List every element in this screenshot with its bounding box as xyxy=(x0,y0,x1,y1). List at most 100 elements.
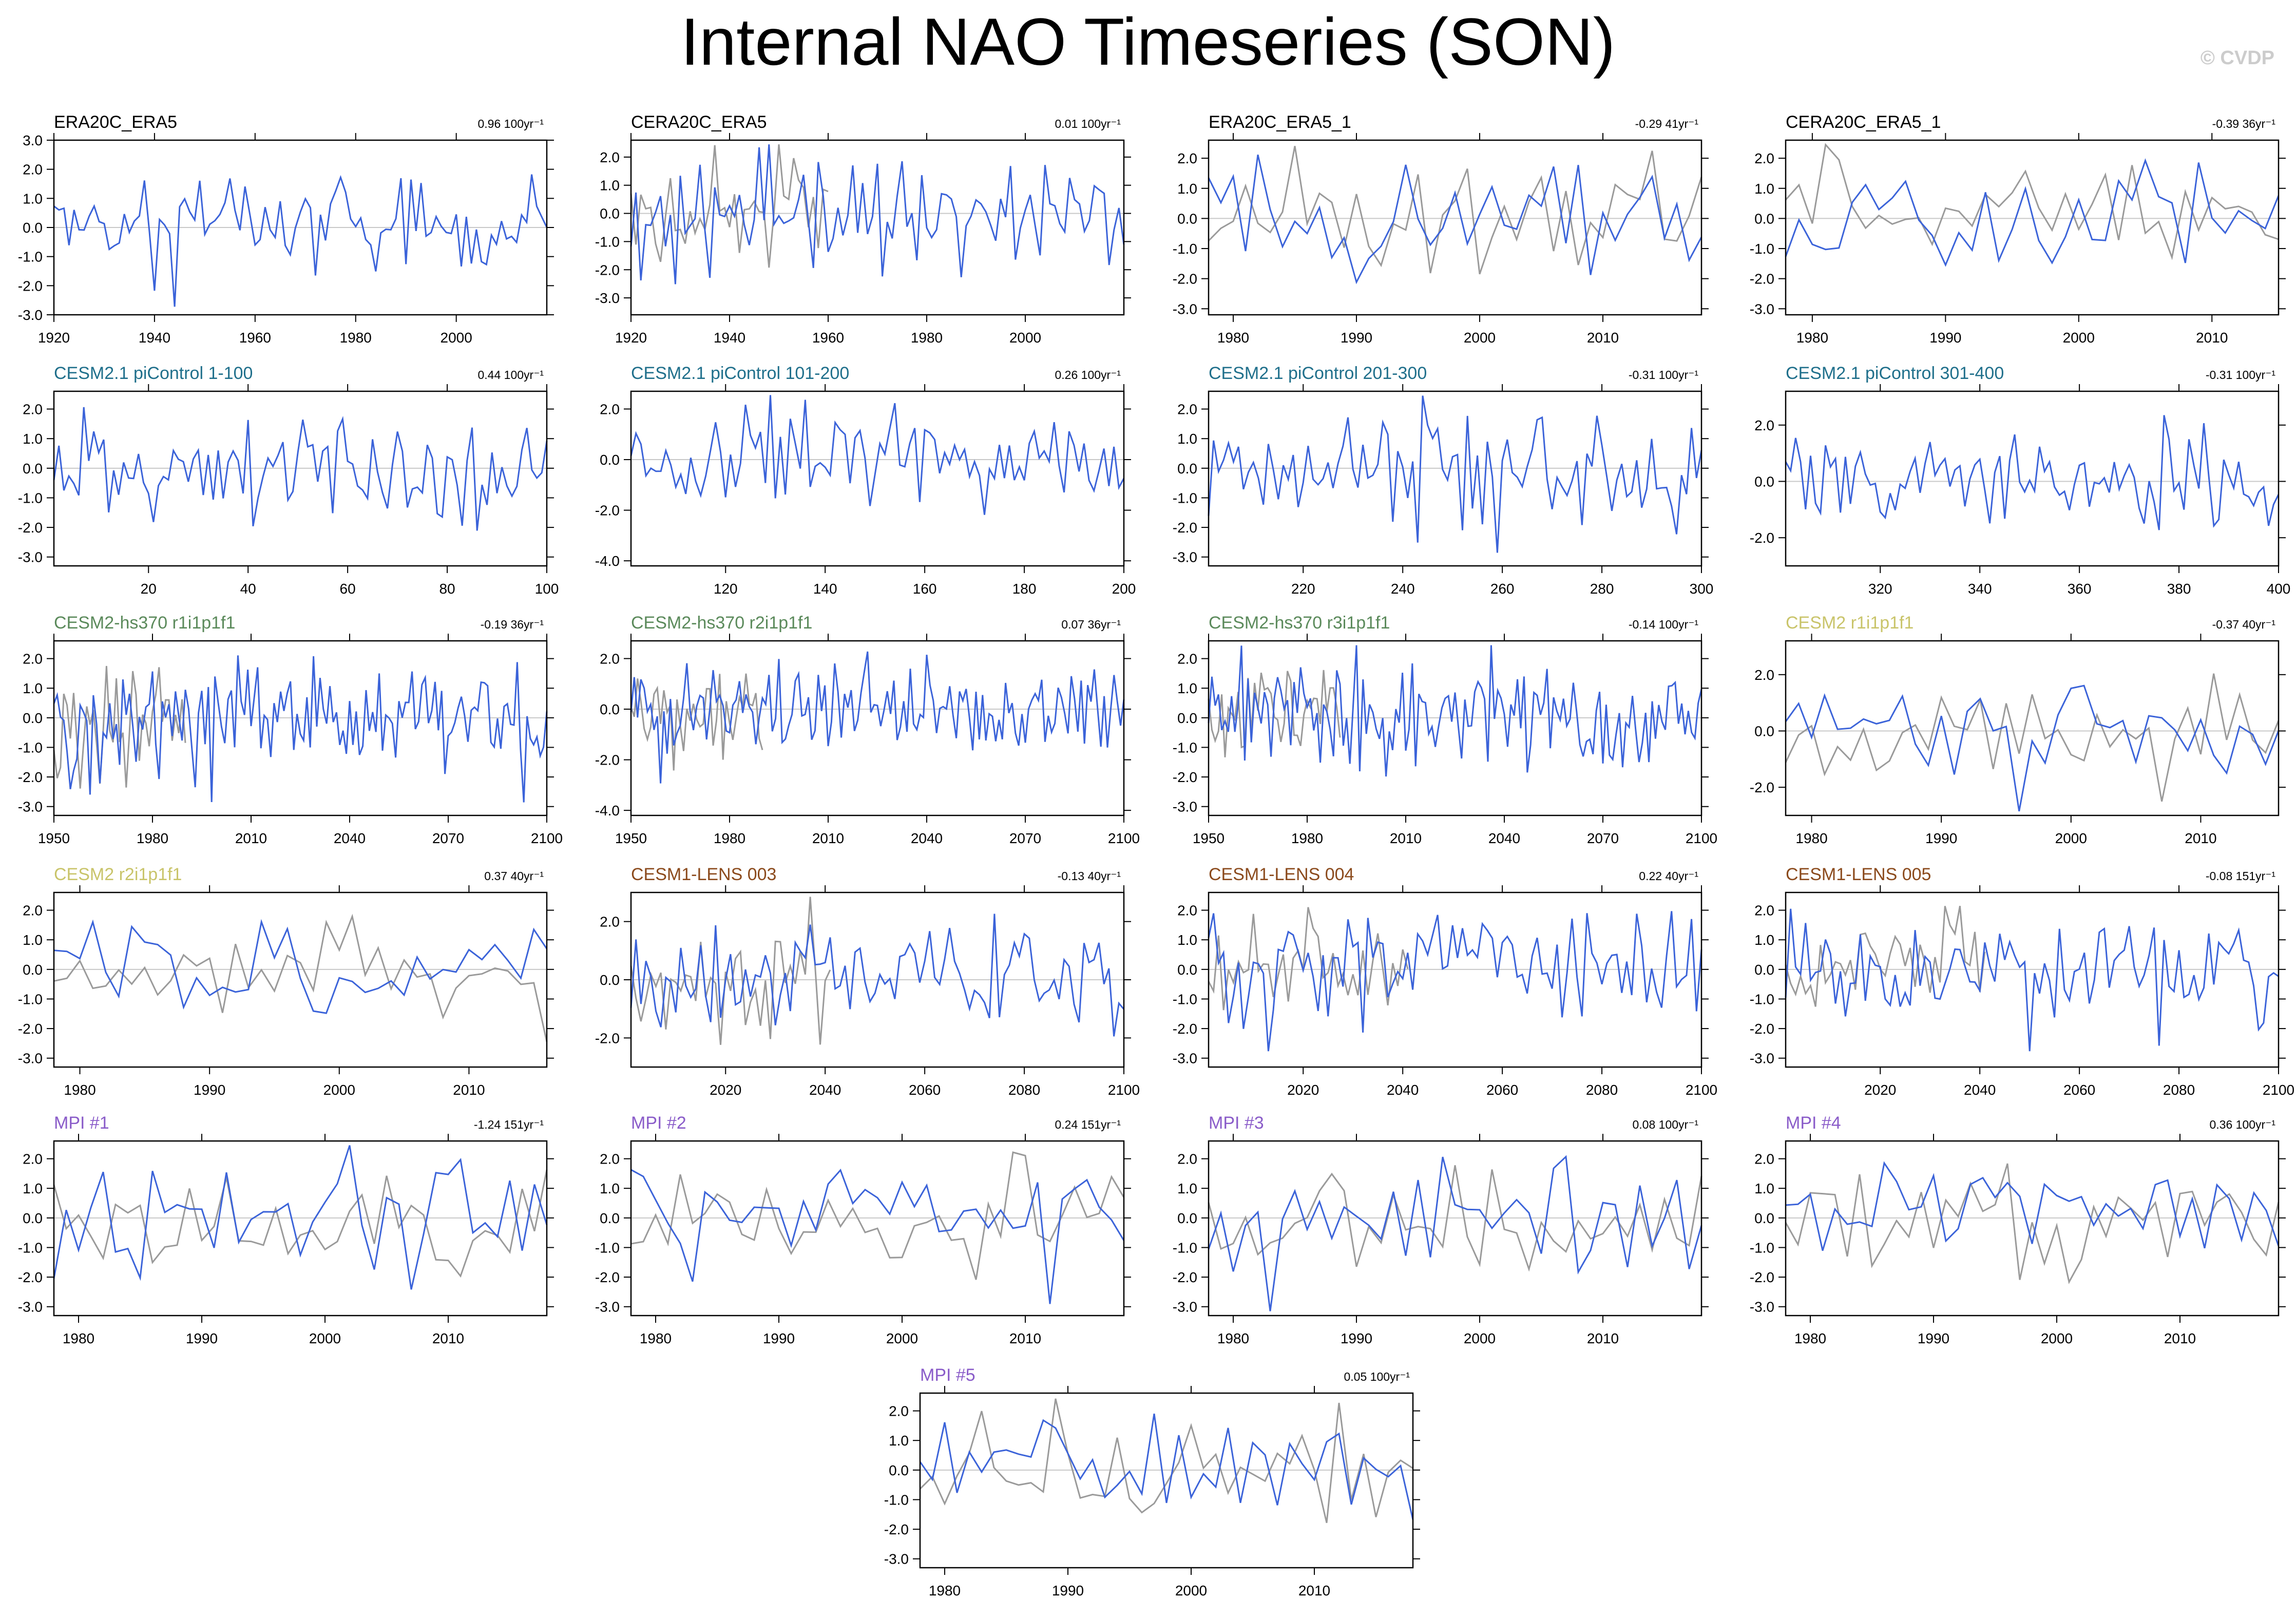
trend-label: -0.37 40yr⁻¹ xyxy=(2212,618,2276,631)
panel-title: MPI #3 xyxy=(1209,1113,1264,1133)
x-tick-label: 2010 xyxy=(2185,830,2216,846)
x-tick-label: 1990 xyxy=(1925,830,1957,846)
observation-series-line xyxy=(1785,673,2280,802)
y-tick-label: 0.0 xyxy=(1177,1210,1197,1226)
x-tick-label: 1980 xyxy=(1796,330,1828,346)
y-tick-label: -2.0 xyxy=(18,1021,43,1037)
y-tick-label: -3.0 xyxy=(18,1051,43,1067)
x-tick-label: 120 xyxy=(714,581,738,597)
panel-title: MPI #2 xyxy=(631,1113,686,1133)
y-tick-label: -2.0 xyxy=(1173,271,1197,287)
y-tick-label: 2.0 xyxy=(23,402,43,417)
trend-label: 0.36 100yr⁻¹ xyxy=(2210,1118,2276,1131)
x-tick-label: 340 xyxy=(1968,581,1992,597)
trend-label: 0.08 100yr⁻¹ xyxy=(1633,1118,1699,1131)
y-tick-label: 1.0 xyxy=(1177,680,1197,696)
x-tick-label: 2060 xyxy=(1486,1082,1518,1098)
y-tick-label: -3.0 xyxy=(595,1299,620,1315)
y-tick-label: -2.0 xyxy=(595,1030,620,1046)
y-tick-label: -3.0 xyxy=(1173,549,1197,565)
panel-frame xyxy=(53,390,548,567)
panel-frame xyxy=(1208,139,1702,316)
trend-label: 0.05 100yr⁻¹ xyxy=(1344,1370,1410,1383)
x-tick-label: 2000 xyxy=(1464,330,1496,346)
panel-title: CESM1-LENS 003 xyxy=(631,865,776,884)
y-tick-label: 0.0 xyxy=(1177,962,1197,978)
simulation-series-line xyxy=(53,1145,548,1290)
x-tick-label: 1940 xyxy=(139,330,170,346)
simulation-series-line xyxy=(919,1413,1414,1520)
x-tick-label: 1980 xyxy=(640,1330,672,1346)
y-tick-label: -2.0 xyxy=(1750,1021,1774,1037)
y-tick-label: -1.0 xyxy=(1173,241,1197,257)
x-tick-label: 400 xyxy=(2267,581,2291,597)
y-tick-label: -3.0 xyxy=(884,1551,909,1567)
x-tick-label: 1960 xyxy=(812,330,844,346)
simulation-series-line xyxy=(53,407,548,531)
x-tick-label: 2010 xyxy=(1587,330,1619,346)
figure-title: Internal NAO Timeseries (SON) xyxy=(680,4,1616,79)
x-tick-label: 2070 xyxy=(432,830,464,846)
panel-frame xyxy=(1208,891,1702,1068)
panel-title: MPI #1 xyxy=(54,1113,109,1133)
simulation-series-line xyxy=(1785,158,2280,267)
x-tick-label: 1980 xyxy=(63,1330,94,1346)
observation-series-line xyxy=(53,665,186,789)
y-tick-label: -1.0 xyxy=(884,1492,909,1508)
x-tick-label: 2010 xyxy=(453,1082,485,1098)
y-tick-label: 2.0 xyxy=(600,651,620,667)
panel-frame xyxy=(1208,640,1702,816)
y-tick-label: 0.0 xyxy=(23,220,43,236)
panel-frame xyxy=(1785,390,2280,567)
y-tick-label: 2.0 xyxy=(600,401,620,417)
x-tick-label: 2010 xyxy=(235,830,267,846)
x-tick-label: 300 xyxy=(1690,581,1714,597)
y-tick-label: 0.0 xyxy=(23,461,43,477)
panel-title: CESM2.1 piControl 1-100 xyxy=(54,364,253,383)
y-tick-label: -1.0 xyxy=(18,739,43,755)
y-tick-label: -1.0 xyxy=(18,991,43,1007)
y-tick-label: -2.0 xyxy=(595,1269,620,1285)
x-tick-label: 2000 xyxy=(323,1082,355,1098)
panel-title: ERA20C_ERA5 xyxy=(54,112,177,132)
simulation-series-line xyxy=(630,914,1125,1037)
y-tick-label: -3.0 xyxy=(1173,1051,1197,1067)
x-tick-label: 2000 xyxy=(1464,1330,1496,1346)
y-tick-label: 1.0 xyxy=(600,1181,620,1196)
x-tick-label: 2080 xyxy=(1586,1082,1618,1098)
y-tick-label: 2.0 xyxy=(23,903,43,919)
x-tick-label: 1950 xyxy=(1193,830,1224,846)
y-tick-label: 1.0 xyxy=(1177,181,1197,197)
trend-label: -0.29 41yr⁻¹ xyxy=(1635,117,1699,130)
y-tick-label: -2.0 xyxy=(1173,1021,1197,1037)
y-tick-label: 0.0 xyxy=(23,710,43,726)
y-tick-label: 2.0 xyxy=(1177,903,1197,919)
y-tick-label: 0.0 xyxy=(1177,461,1197,477)
x-tick-label: 80 xyxy=(439,581,455,597)
x-tick-label: 2100 xyxy=(1108,830,1140,846)
y-tick-label: -2.0 xyxy=(1750,530,1774,546)
y-tick-label: 2.0 xyxy=(600,1151,620,1167)
y-tick-label: 2.0 xyxy=(600,149,620,165)
y-tick-label: 0.0 xyxy=(23,962,43,978)
panel-title: CERA20C_ERA5 xyxy=(631,112,767,132)
x-tick-label: 20 xyxy=(141,581,157,597)
x-tick-label: 180 xyxy=(1012,581,1037,597)
x-tick-label: 1990 xyxy=(763,1330,795,1346)
x-tick-label: 2080 xyxy=(2163,1082,2195,1098)
y-tick-label: -2.0 xyxy=(1173,1269,1197,1285)
simulation-series-line xyxy=(1208,1155,1702,1311)
y-tick-label: 2.0 xyxy=(1754,903,1774,919)
y-tick-label: -2.0 xyxy=(1173,769,1197,785)
trend-label: -0.31 100yr⁻¹ xyxy=(1629,368,1698,382)
x-tick-label: 2100 xyxy=(531,830,563,846)
x-tick-label: 2100 xyxy=(2263,1082,2294,1098)
x-tick-label: 1990 xyxy=(1341,1330,1372,1346)
y-tick-label: -1.0 xyxy=(1750,1240,1774,1255)
observation-series-line xyxy=(919,1398,1413,1524)
y-tick-label: 2.0 xyxy=(23,651,43,667)
trend-label: 0.24 151yr⁻¹ xyxy=(1055,1118,1121,1131)
simulation-series-line xyxy=(630,1168,1125,1304)
y-tick-label: 1.0 xyxy=(1177,1181,1197,1196)
trend-label: 0.44 100yr⁻¹ xyxy=(478,368,544,382)
